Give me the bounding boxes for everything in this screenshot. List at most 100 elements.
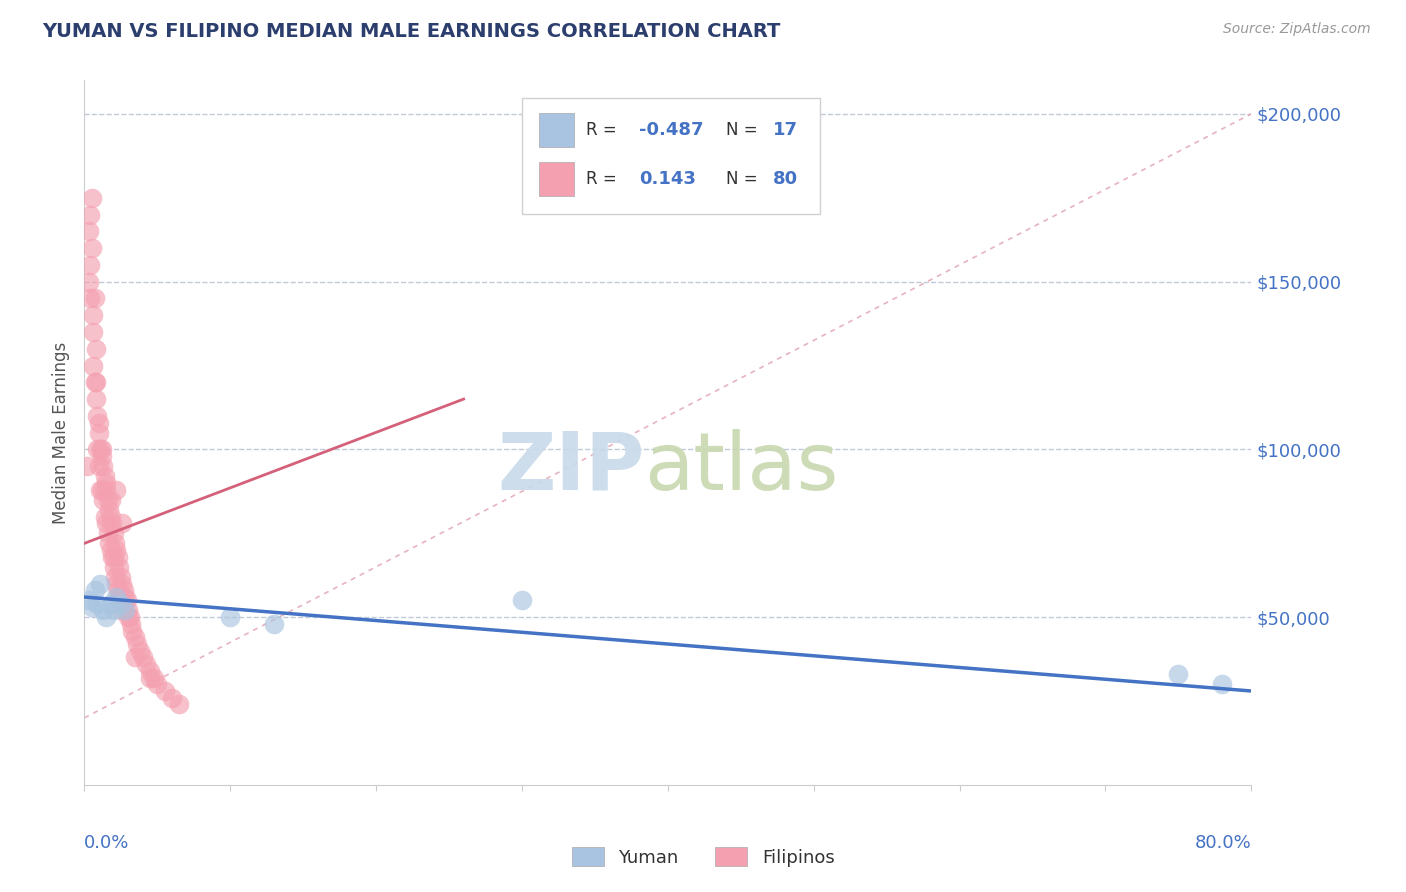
Point (84, 342, 107, 356)
Point (117, 603, 139, 617)
Point (118, 610, 141, 624)
Point (105, 483, 128, 497)
Point (111, 603, 134, 617)
Legend: Yuman, Filipinos: Yuman, Filipinos (564, 840, 842, 874)
Point (146, 677, 169, 691)
Point (121, 624, 143, 638)
Point (107, 583, 129, 598)
Point (80, 600, 103, 615)
Point (94, 509, 117, 524)
Point (100, 509, 122, 524)
Text: 80.0%: 80.0% (1195, 834, 1251, 852)
Text: ZIP: ZIP (498, 429, 644, 507)
Point (77, 593, 100, 607)
Point (153, 684, 176, 698)
Point (91, 492, 114, 507)
Point (82, 325, 104, 339)
Point (100, 597, 122, 611)
Point (143, 671, 166, 685)
Point (111, 576, 134, 591)
Text: N =: N = (727, 170, 763, 188)
Point (76, 459, 98, 474)
Point (128, 644, 150, 658)
Point (87, 416, 110, 430)
Point (139, 664, 162, 678)
Point (104, 536, 127, 550)
Point (91, 459, 114, 474)
Point (167, 698, 190, 712)
Point (110, 593, 132, 607)
Point (124, 650, 146, 665)
Point (89, 483, 111, 497)
Point (139, 671, 162, 685)
Point (86, 409, 108, 423)
Point (105, 576, 128, 591)
Point (84, 392, 107, 406)
Point (82, 308, 104, 322)
Text: 0.0%: 0.0% (84, 834, 129, 852)
Point (90, 483, 112, 497)
Point (120, 616, 142, 631)
Point (105, 590, 128, 604)
Point (510, 593, 533, 607)
Point (90, 442, 112, 457)
Point (79, 207, 101, 221)
Point (108, 559, 131, 574)
Point (79, 258, 101, 272)
Point (103, 603, 125, 617)
Point (1211, 677, 1233, 691)
Point (101, 549, 124, 564)
Point (82, 359, 104, 373)
Point (86, 442, 108, 457)
Bar (540, 162, 575, 196)
Text: 80: 80 (773, 170, 799, 188)
Point (114, 603, 136, 617)
Point (112, 583, 135, 598)
Point (96, 483, 118, 497)
Text: R =: R = (586, 170, 623, 188)
Point (91, 603, 114, 617)
Point (89, 442, 111, 457)
Point (83, 583, 105, 598)
Point (160, 690, 183, 705)
Point (135, 657, 157, 672)
Point (101, 516, 124, 531)
Point (124, 630, 146, 644)
Point (86, 597, 108, 611)
Point (83, 376, 105, 390)
Y-axis label: Median Male Earnings: Median Male Earnings (52, 342, 70, 524)
Point (103, 549, 125, 564)
Point (111, 516, 134, 531)
Bar (540, 112, 575, 146)
Point (96, 475, 118, 490)
Point (117, 610, 139, 624)
Point (80, 191, 103, 205)
Point (96, 610, 118, 624)
FancyBboxPatch shape (522, 98, 820, 214)
Point (107, 549, 129, 564)
Point (110, 597, 132, 611)
Point (87, 425, 110, 440)
Point (83, 292, 105, 306)
Point (114, 590, 136, 604)
Point (132, 650, 155, 665)
Point (89, 576, 111, 591)
Point (105, 543, 128, 558)
Point (87, 459, 110, 474)
Text: Source: ZipAtlas.com: Source: ZipAtlas.com (1223, 22, 1371, 37)
Point (100, 492, 122, 507)
Point (97, 492, 120, 507)
Point (79, 292, 101, 306)
Point (104, 570, 127, 584)
Text: YUMAN VS FILIPINO MEDIAN MALE EARNINGS CORRELATION CHART: YUMAN VS FILIPINO MEDIAN MALE EARNINGS C… (42, 22, 780, 41)
Point (125, 637, 148, 651)
Point (90, 449, 112, 463)
Point (263, 616, 285, 631)
Point (103, 526, 125, 541)
Point (84, 376, 107, 390)
Point (94, 469, 117, 483)
Point (97, 526, 120, 541)
Point (115, 593, 138, 607)
Text: N =: N = (727, 120, 763, 138)
Text: R =: R = (586, 120, 623, 138)
